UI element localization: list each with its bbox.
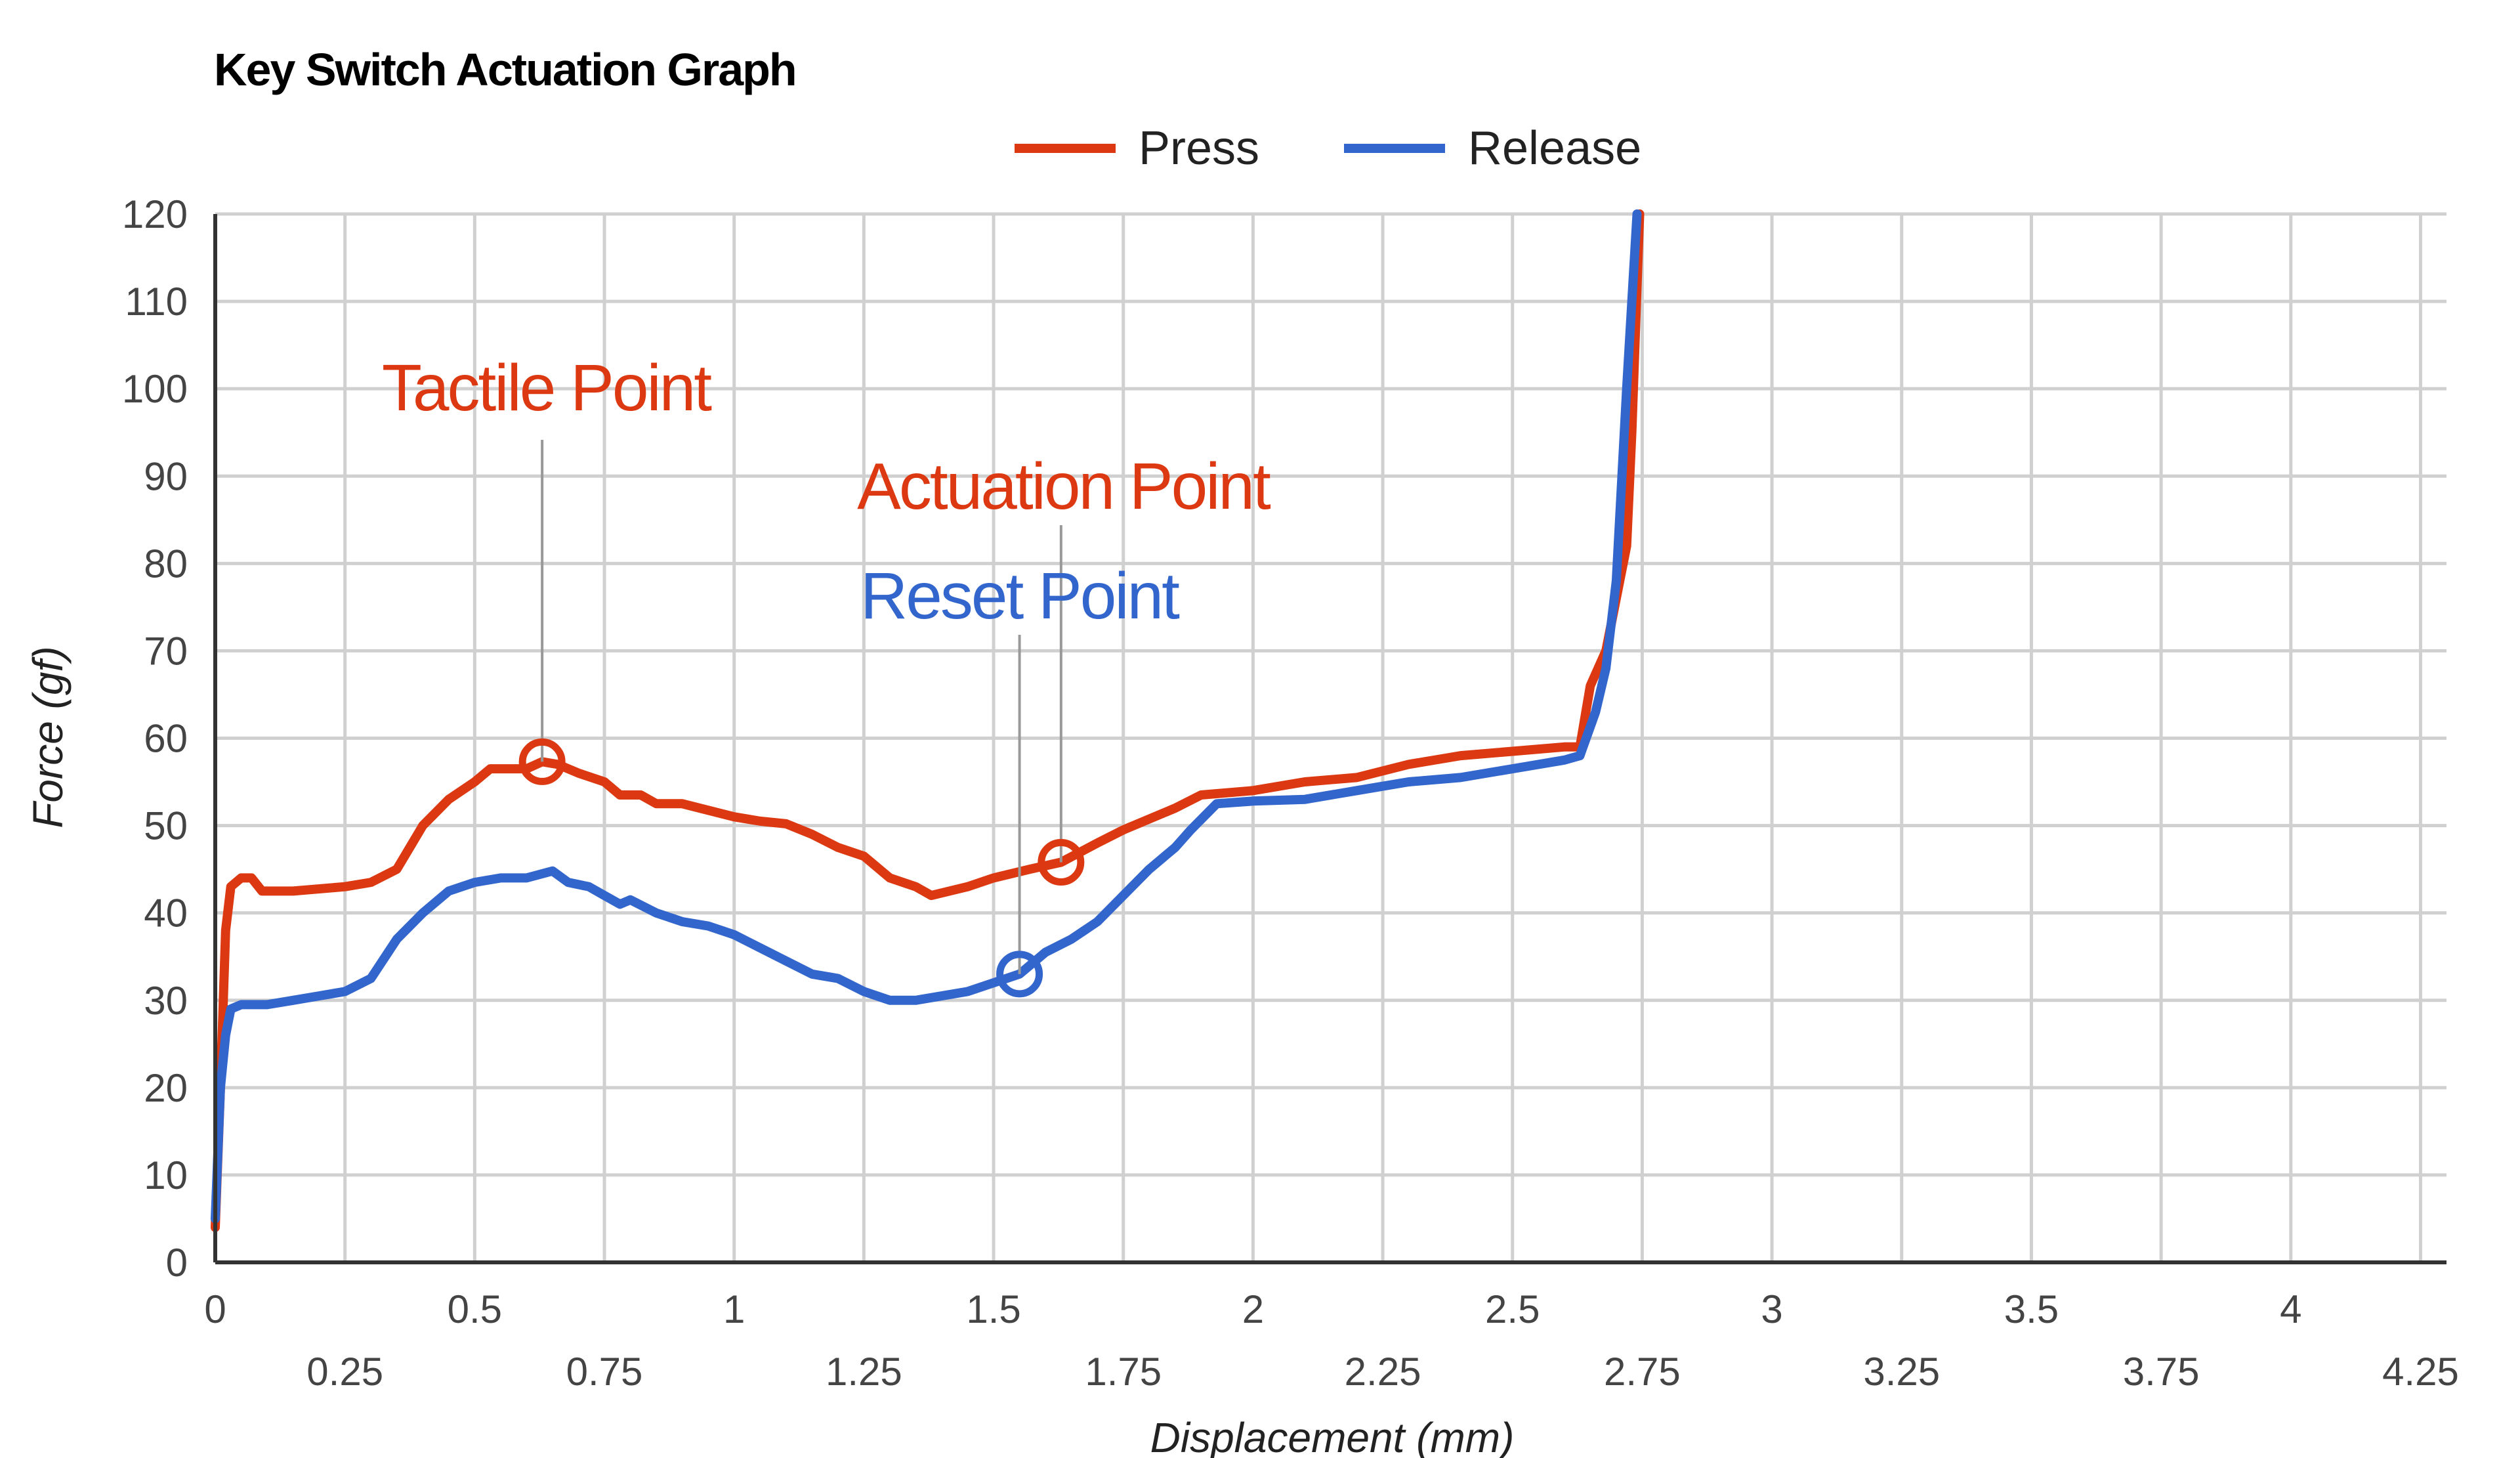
y-tick-label: 50 — [144, 804, 188, 848]
x-tick-label-major: 2.5 — [1485, 1287, 1540, 1331]
x-tick-label-major: 0 — [204, 1287, 226, 1331]
y-axis-title: Force (gf) — [24, 646, 72, 828]
x-tick-label-minor: 0.75 — [566, 1350, 643, 1394]
legend-label-release: Release — [1468, 122, 1641, 175]
y-tick-label: 40 — [144, 891, 188, 935]
x-tick-label-minor: 3.75 — [2123, 1350, 2200, 1394]
y-tick-label: 80 — [144, 542, 188, 586]
x-tick-label-major: 1 — [723, 1287, 745, 1331]
y-tick-label: 120 — [122, 192, 188, 236]
annotations: Tactile Point Actuation Point Reset Point — [382, 351, 1273, 998]
gridlines — [213, 212, 2446, 1264]
y-tick-label: 10 — [144, 1153, 188, 1197]
x-axis-title: Displacement (mm) — [1150, 1414, 1515, 1458]
annotation-label: Actuation Point — [857, 450, 1271, 523]
series-lines — [211, 209, 1645, 1232]
x-tick-label-major: 4 — [2280, 1287, 2301, 1331]
y-tick-label: 100 — [122, 367, 188, 411]
y-tick-label: 70 — [144, 629, 188, 673]
annotation-marker — [1038, 838, 1085, 886]
x-tick-label-minor: 4.25 — [2382, 1350, 2459, 1394]
annotation-marker — [996, 951, 1043, 998]
x-tick-label-minor: 1.75 — [1085, 1350, 1162, 1394]
x-tick-labels: 0 0.5 1 1.5 2 2.5 3 3.5 4 0.25 0.75 1.25 1.75 2.25 2.7… — [204, 1287, 2459, 1394]
legend: Press Release — [1015, 122, 1641, 175]
annotation-label: Reset Point — [860, 559, 1180, 633]
annotation-label: Tactile Point — [382, 351, 712, 425]
x-tick-label-major: 1.5 — [966, 1287, 1020, 1331]
x-tick-label-minor: 0.25 — [306, 1350, 383, 1394]
chart-title: Key Switch Actuation Graph — [214, 44, 796, 95]
y-tick-label: 0 — [166, 1241, 188, 1285]
y-tick-label: 60 — [144, 717, 188, 761]
x-tick-label-minor: 3.25 — [1863, 1350, 1940, 1394]
y-tick-label: 110 — [125, 280, 188, 324]
x-tick-label-major: 3.5 — [2004, 1287, 2059, 1331]
x-tick-label-minor: 1.25 — [826, 1350, 902, 1394]
x-tick-label-minor: 2.75 — [1604, 1350, 1681, 1394]
y-tick-label: 30 — [144, 979, 188, 1023]
x-tick-label-major: 3 — [1761, 1287, 1782, 1331]
y-tick-labels: 0 10 20 30 40 50 60 70 80 90 100 110 120 — [122, 192, 188, 1285]
series-line-release — [211, 209, 1642, 1224]
x-tick-label-major: 2 — [1242, 1287, 1264, 1331]
y-tick-label: 90 — [144, 454, 188, 498]
legend-label-press: Press — [1139, 122, 1259, 175]
series-line-press — [211, 209, 1645, 1232]
annotation-marker — [518, 738, 566, 785]
y-tick-label: 20 — [144, 1066, 188, 1110]
x-tick-label-major: 0.5 — [448, 1287, 502, 1331]
x-tick-label-minor: 2.25 — [1345, 1350, 1421, 1394]
